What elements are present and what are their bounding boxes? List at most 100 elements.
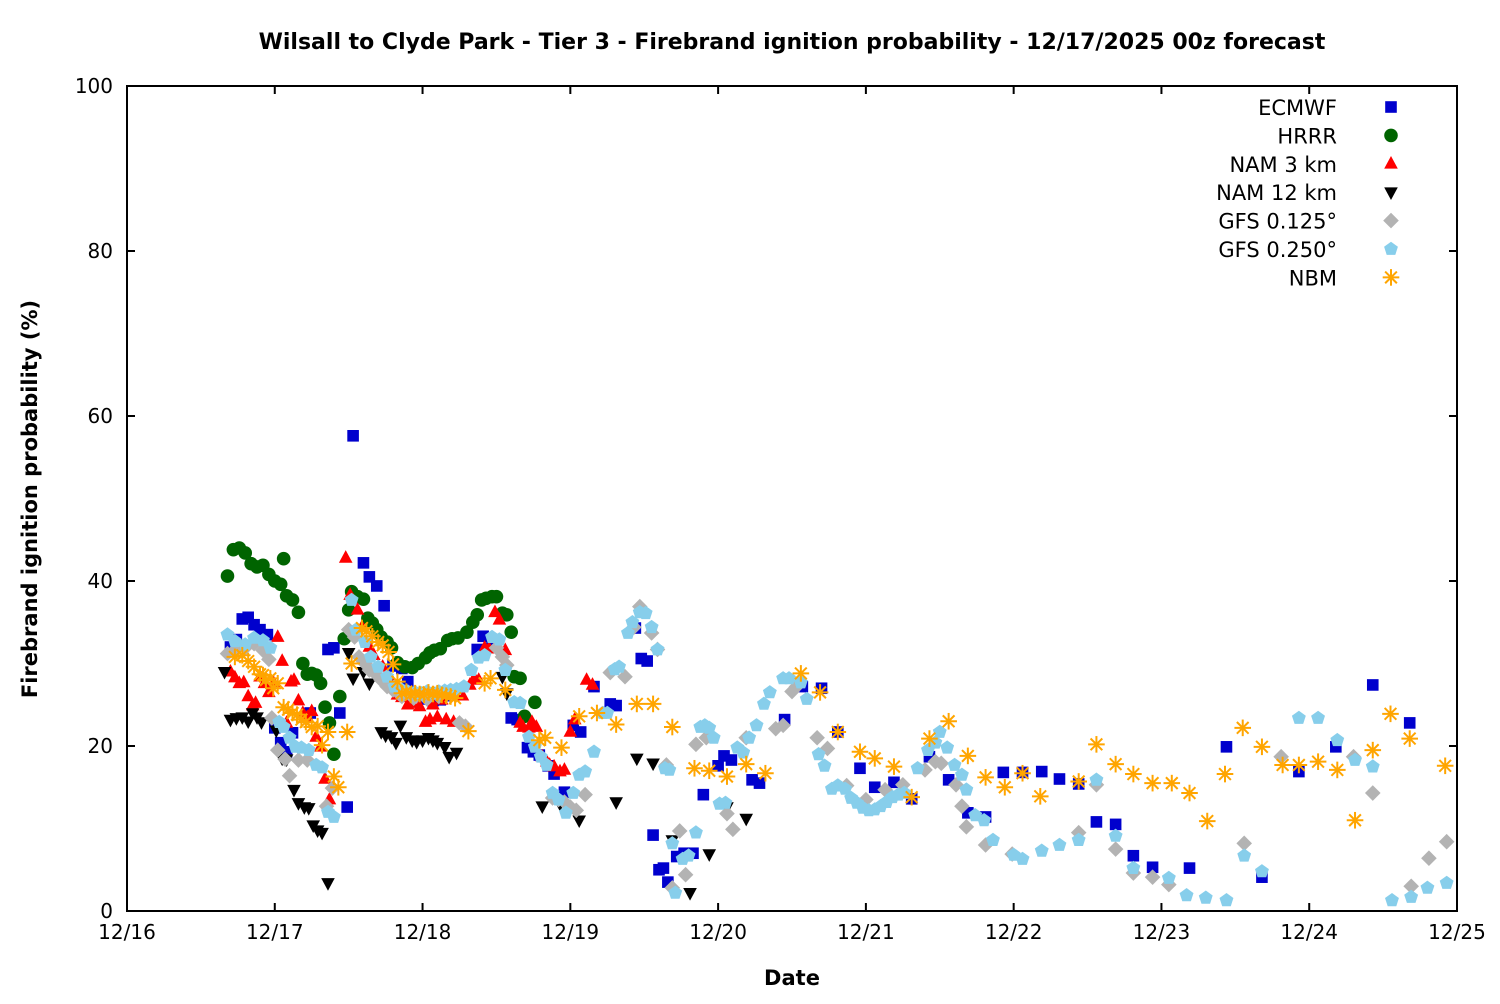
data-point-ecmwf bbox=[548, 768, 560, 780]
data-point-nbm bbox=[1329, 761, 1346, 779]
data-point-ecmwf bbox=[261, 628, 274, 641]
data-point-gfs-0-250- bbox=[757, 696, 771, 710]
data-point-gfs-0-250- bbox=[838, 781, 853, 795]
data-point-ecmwf bbox=[657, 862, 670, 874]
data-point-nbm bbox=[497, 681, 514, 699]
data-point-nbm bbox=[628, 695, 646, 713]
data-point-gfs-0-250- bbox=[1034, 843, 1049, 857]
data-point-gfs-0-250- bbox=[282, 730, 297, 744]
data-point-nam-3-km bbox=[309, 729, 323, 742]
data-point-gfs-0-250- bbox=[1348, 752, 1362, 766]
data-point-nam-3-km bbox=[529, 719, 544, 732]
data-point-ecmwf bbox=[1220, 741, 1233, 753]
data-point-nam-12-km bbox=[683, 888, 697, 901]
data-point-nbm bbox=[1274, 756, 1291, 774]
data-point-ecmwf bbox=[322, 643, 334, 656]
data-point-gfs-0-250- bbox=[371, 659, 386, 673]
data-point-ecmwf bbox=[725, 754, 738, 766]
data-point-nbm bbox=[1031, 788, 1049, 805]
data-point-nbm bbox=[1088, 736, 1105, 753]
data-point-gfs-0-250- bbox=[315, 760, 329, 774]
data-point-gfs-0-125- bbox=[819, 740, 836, 757]
data-point-ecmwf bbox=[942, 774, 955, 786]
data-point-nam-3-km bbox=[248, 695, 263, 708]
data-point-hrrr bbox=[220, 569, 235, 583]
data-point-gfs-0-125- bbox=[568, 802, 585, 819]
data-point-gfs-0-250- bbox=[1161, 870, 1176, 884]
data-point-gfs-0-125- bbox=[677, 866, 694, 883]
legend-marker-gfs-0-125- bbox=[1383, 212, 1399, 229]
data-point-nam-12-km bbox=[437, 742, 452, 755]
data-point-nbm bbox=[1181, 784, 1198, 802]
data-point-nam-3-km bbox=[270, 629, 285, 642]
data-point-ecmwf bbox=[604, 698, 617, 710]
data-point-ecmwf bbox=[280, 745, 293, 758]
data-point-nbm bbox=[903, 788, 920, 806]
data-point-ecmwf bbox=[923, 750, 936, 763]
data-point-nam-12-km bbox=[449, 747, 464, 761]
data-point-nam-12-km bbox=[393, 720, 408, 734]
data-point-gfs-0-250- bbox=[612, 659, 626, 673]
data-point-ecmwf bbox=[1127, 849, 1140, 862]
data-point-nbm bbox=[1436, 757, 1454, 775]
y-tick-label: 100 bbox=[75, 74, 113, 98]
data-point-ecmwf bbox=[1366, 679, 1379, 691]
data-point-gfs-0-125- bbox=[357, 655, 373, 672]
data-point-ecmwf bbox=[274, 736, 287, 749]
data-point-nbm bbox=[686, 759, 703, 777]
data-point-ecmwf bbox=[363, 571, 376, 583]
y-axis-title-container: Firebrand ignition probability (%) bbox=[8, 86, 52, 911]
data-point-nbm bbox=[1290, 756, 1308, 774]
data-point-gfs-0-125- bbox=[261, 651, 277, 668]
data-point-nbm bbox=[940, 712, 957, 730]
data-point-ecmwf bbox=[328, 642, 340, 654]
data-point-ecmwf bbox=[662, 876, 674, 888]
data-point-ecmwf bbox=[567, 719, 580, 732]
data-point-nam-12-km bbox=[535, 801, 550, 815]
data-point-gfs-0-125- bbox=[269, 742, 286, 758]
data-point-nbm bbox=[588, 704, 606, 722]
legend-label-hrrr: HRRR bbox=[1277, 124, 1337, 148]
data-point-nbm bbox=[851, 743, 869, 761]
data-point-gfs-0-250- bbox=[1404, 889, 1419, 903]
data-point-nbm bbox=[996, 778, 1014, 796]
data-point-gfs-0-250- bbox=[1219, 893, 1234, 907]
data-point-nbm bbox=[921, 730, 938, 747]
data-point-ecmwf bbox=[341, 801, 353, 813]
data-point-nam-12-km bbox=[442, 751, 456, 765]
data-point-nbm bbox=[1163, 774, 1181, 792]
data-point-nbm bbox=[977, 769, 994, 786]
data-point-gfs-0-125- bbox=[671, 823, 688, 839]
x-tick-label: 12/21 bbox=[837, 920, 895, 944]
data-point-ecmwf bbox=[1183, 862, 1196, 874]
data-point-gfs-0-250- bbox=[689, 825, 703, 839]
legend-label-gfs-0-250-: GFS 0.250° bbox=[1218, 238, 1337, 262]
data-point-nam-3-km bbox=[291, 692, 306, 706]
data-point-gfs-0-250- bbox=[681, 848, 696, 862]
legend-label-nam-12-km: NAM 12 km bbox=[1216, 181, 1337, 205]
legend-marker-hrrr bbox=[1384, 128, 1398, 143]
data-point-gfs-0-250- bbox=[1385, 893, 1399, 907]
data-point-gfs-0-250- bbox=[706, 730, 721, 744]
data-point-ecmwf bbox=[334, 707, 346, 719]
data-point-gfs-0-125- bbox=[1438, 833, 1455, 850]
data-point-ecmwf bbox=[574, 726, 587, 738]
data-point-gfs-0-250- bbox=[955, 767, 969, 781]
data-point-nam-3-km bbox=[304, 703, 319, 717]
data-point-nbm bbox=[384, 656, 402, 673]
data-point-nam-12-km bbox=[430, 737, 445, 751]
data-point-nbm bbox=[959, 747, 977, 765]
data-point-nbm bbox=[1401, 730, 1419, 747]
y-tick-label: 60 bbox=[88, 404, 113, 428]
data-point-ecmwf bbox=[641, 655, 653, 667]
data-point-gfs-0-125- bbox=[277, 751, 293, 767]
data-point-gfs-0-250- bbox=[718, 795, 733, 809]
legend-marker-nam-3-km bbox=[1384, 156, 1398, 169]
data-point-gfs-0-250- bbox=[301, 742, 316, 756]
legend-label-gfs-0-125-: GFS 0.125° bbox=[1218, 210, 1337, 234]
data-point-hrrr bbox=[276, 551, 291, 566]
data-point-nbm bbox=[1309, 753, 1327, 770]
legend-label-nbm: NBM bbox=[1289, 266, 1337, 290]
